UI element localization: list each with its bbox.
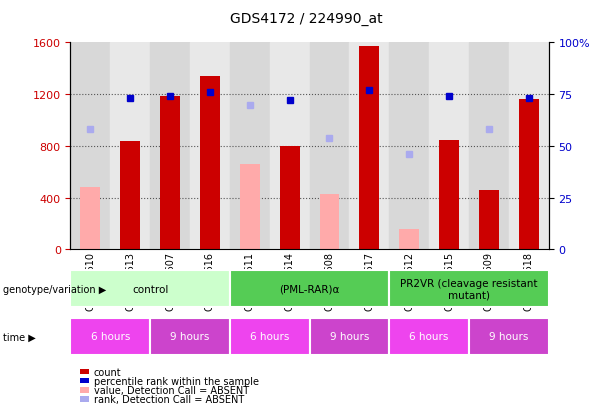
Text: time ▶: time ▶	[3, 332, 36, 342]
Text: 9 hours: 9 hours	[489, 332, 528, 342]
Bar	[230, 43, 270, 250]
Text: 9 hours: 9 hours	[330, 332, 369, 342]
Text: 6 hours: 6 hours	[91, 332, 130, 342]
Text: rank, Detection Call = ABSENT: rank, Detection Call = ABSENT	[94, 394, 244, 404]
Bar	[469, 43, 509, 250]
Text: 6 hours: 6 hours	[250, 332, 289, 342]
Bar	[270, 43, 310, 250]
Bar	[389, 43, 429, 250]
Bar	[70, 43, 110, 250]
Bar	[359, 47, 379, 250]
Text: count: count	[94, 367, 121, 377]
Text: GDS4172 / 224990_at: GDS4172 / 224990_at	[230, 12, 383, 26]
Bar	[280, 147, 300, 250]
Text: percentile rank within the sample: percentile rank within the sample	[94, 376, 259, 386]
Bar	[310, 43, 349, 250]
Bar	[319, 195, 340, 250]
Text: value, Detection Call = ABSENT: value, Detection Call = ABSENT	[94, 385, 249, 395]
Bar	[519, 100, 539, 250]
Bar	[110, 43, 150, 250]
Bar	[190, 43, 230, 250]
Text: 6 hours: 6 hours	[409, 332, 449, 342]
Bar	[429, 43, 469, 250]
Bar	[160, 97, 180, 250]
Bar	[439, 140, 459, 250]
Text: 9 hours: 9 hours	[170, 332, 210, 342]
Bar	[150, 43, 190, 250]
Text: (PML-RAR)α: (PML-RAR)α	[280, 284, 340, 294]
Bar	[509, 43, 549, 250]
Bar	[240, 165, 260, 250]
Bar	[200, 77, 220, 250]
Bar	[479, 190, 499, 250]
Bar	[80, 188, 101, 250]
Bar	[399, 229, 419, 250]
Bar	[120, 141, 140, 250]
Bar	[349, 43, 389, 250]
Text: genotype/variation ▶: genotype/variation ▶	[3, 284, 106, 294]
Text: control: control	[132, 284, 169, 294]
Text: PR2VR (cleavage resistant
mutant): PR2VR (cleavage resistant mutant)	[400, 278, 538, 300]
